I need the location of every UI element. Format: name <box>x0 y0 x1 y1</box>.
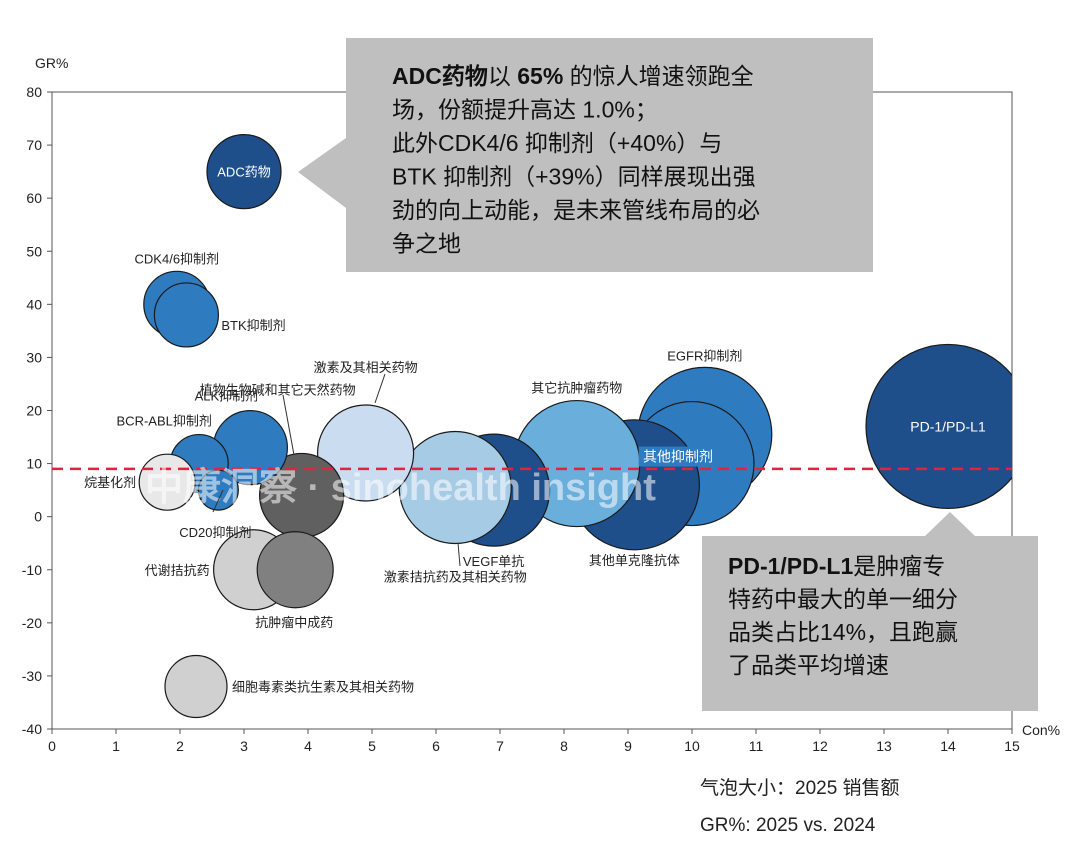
bubble <box>206 134 282 210</box>
x-tick-label: 10 <box>684 738 700 754</box>
x-tick-label: 1 <box>112 738 120 754</box>
bubble-label: EGFR抑制剂 <box>667 348 742 363</box>
bubble-label: 抗肿瘤中成药 <box>255 615 333 630</box>
y-tick-label: 20 <box>26 403 42 419</box>
x-tick-label: 7 <box>496 738 504 754</box>
y-tick-label: 50 <box>26 243 42 259</box>
callout-text-top: 争之地 <box>392 231 461 257</box>
x-tick-label: 0 <box>48 738 56 754</box>
bubble <box>317 404 415 502</box>
leader-line <box>212 489 224 513</box>
bubble-label: BTK抑制剂 <box>221 318 285 333</box>
callout-box-bottom <box>702 512 1038 711</box>
y-tick-label: 10 <box>26 456 42 472</box>
bubble-label: ADC药物 <box>217 165 270 180</box>
y-tick-label: -30 <box>22 668 42 684</box>
bubble-label: 其他抑制剂 <box>643 449 713 465</box>
y-axis-title: GR% <box>35 55 68 71</box>
leader-line <box>282 394 295 456</box>
bubble <box>865 343 1012 510</box>
x-tick-label: 6 <box>432 738 440 754</box>
x-tick-label: 4 <box>304 738 312 754</box>
x-tick-label: 9 <box>624 738 632 754</box>
bubble <box>153 282 219 348</box>
y-tick-label: 0 <box>34 509 42 525</box>
x-axis-title: Con% <box>1022 722 1060 738</box>
bubble-label: BCR-ABL抑制剂 <box>117 414 212 429</box>
leader-line <box>457 542 461 567</box>
callout-text-bottom: PD-1/PD-L1是肿瘤专 <box>728 553 945 579</box>
callout-text-bottom: 特药中最大的单一细分 <box>728 586 958 612</box>
callout-text-top: 此外CDK4/6 抑制剂（+40%）与 <box>392 130 722 156</box>
x-tick-label: 2 <box>176 738 184 754</box>
bubble-label: 烷基化剂 <box>84 475 136 490</box>
bubble-label: CDK4/6抑制剂 <box>135 251 220 266</box>
bubble-label-bg <box>638 446 718 467</box>
x-tick-label: 12 <box>812 738 828 754</box>
bubble-label: 其它抗肿瘤药物 <box>531 381 622 396</box>
x-tick-label: 13 <box>876 738 892 754</box>
bubble <box>164 654 228 719</box>
y-tick-label: 70 <box>26 137 42 153</box>
bubble-label: 代谢拮抗药 <box>145 563 210 578</box>
x-tick-label: 3 <box>240 738 248 754</box>
watermark-text: 中康洞察 · sinohealth insight <box>145 466 656 509</box>
x-tick-label: 8 <box>560 738 568 754</box>
y-tick-label: -40 <box>22 721 42 737</box>
growth-definition-note: GR%: 2025 vs. 2024 <box>700 815 876 836</box>
bubble-label: ALK抑制剂 <box>195 389 259 404</box>
x-tick-label: 15 <box>1004 738 1020 754</box>
bubble-label: 其他单克隆抗体 <box>589 553 680 568</box>
callout-text-top: 场，份额提升高达 1.0%； <box>392 97 658 123</box>
bubble-label: 激素及其相关药物 <box>314 360 418 375</box>
y-tick-label: -20 <box>22 615 42 631</box>
callout-box-top <box>298 38 873 272</box>
bubble-label: 植物生物碱和其它天然药物 <box>200 382 356 397</box>
y-tick-label: -10 <box>22 562 42 578</box>
bubble-label: PD-1/PD-L1 <box>910 418 986 434</box>
x-tick-label: 5 <box>368 738 376 754</box>
y-tick-label: 60 <box>26 190 42 206</box>
callout-text-top: ADC药物以 65% 的惊人增速领跑全 <box>392 63 754 89</box>
y-tick-label: 30 <box>26 349 42 365</box>
callout-text-top: 劲的向上动能，是未来管线布局的必 <box>392 197 760 223</box>
y-tick-label: 80 <box>26 84 42 100</box>
bubble-label: 激素拮抗药及其相关药物 <box>384 569 527 584</box>
callout-text-bottom: 了品类平均增速 <box>728 652 889 678</box>
bubble-size-note: 气泡大小：2025 销售额 <box>700 778 900 799</box>
callout-text-top: BTK 抑制剂（+39%）同样展现出强 <box>392 164 756 190</box>
leader-line <box>374 373 386 404</box>
x-tick-label: 11 <box>749 738 764 754</box>
bubble-label: VEGF单抗 <box>463 554 524 569</box>
y-tick-label: 40 <box>26 296 42 312</box>
x-tick-label: 14 <box>940 738 956 754</box>
bubble <box>256 531 334 609</box>
bubble-label: 细胞毒素类抗生素及其相关药物 <box>232 680 414 695</box>
bubble-label: CD20抑制剂 <box>179 525 251 540</box>
callout-text-bottom: 品类占比14%，且跑赢 <box>728 619 958 645</box>
